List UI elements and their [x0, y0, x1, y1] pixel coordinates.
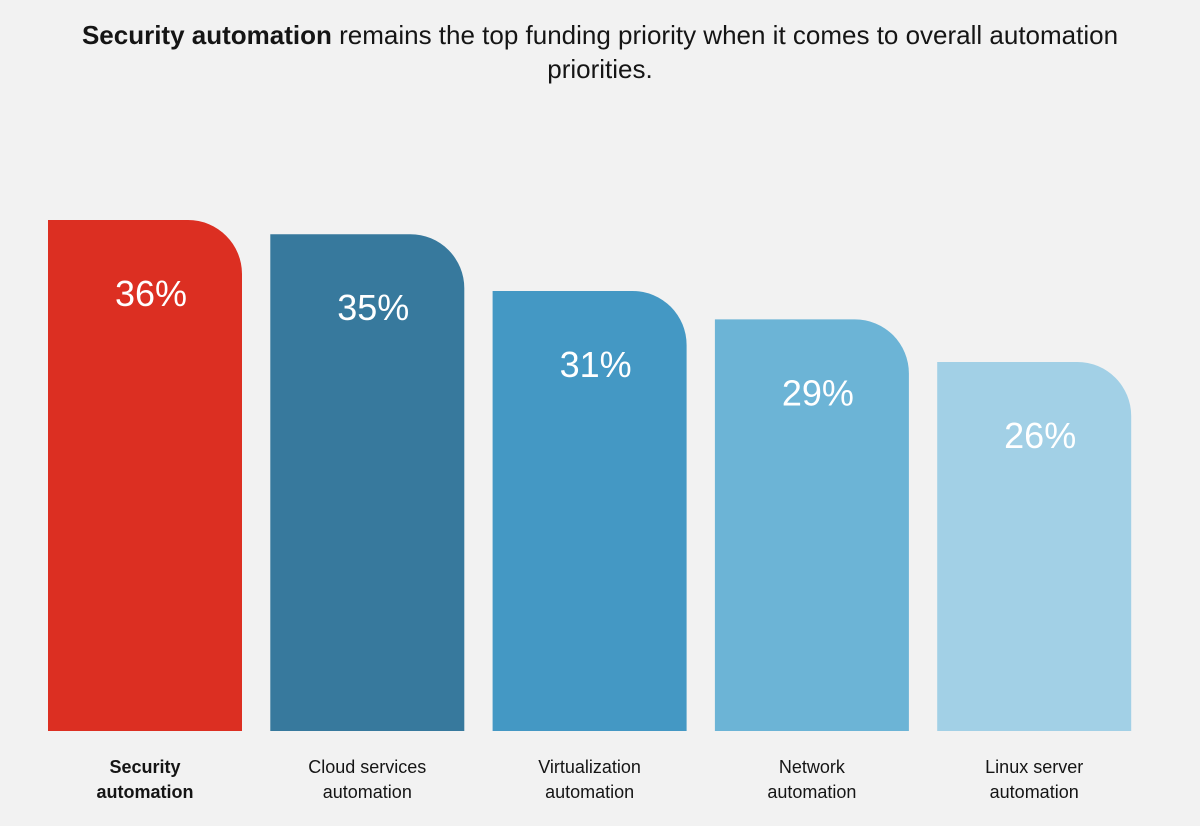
- category-label: automation: [990, 782, 1079, 802]
- chart-title-emphasis: Security automation: [81, 20, 332, 50]
- bar-5: [937, 361, 1132, 731]
- category-label: Security: [109, 757, 180, 777]
- category-label: Network: [779, 757, 846, 777]
- bar-2: [270, 234, 465, 731]
- bar-value-label: 31%: [560, 344, 632, 385]
- bar-value-label: 36%: [115, 273, 187, 314]
- bar-1: [48, 220, 242, 731]
- category-label: Linux server: [985, 757, 1083, 777]
- bar-value-label: 26%: [1004, 415, 1076, 456]
- category-label: Cloud services: [308, 757, 426, 777]
- category-label: Virtualization: [538, 757, 641, 777]
- category-label: automation: [323, 782, 412, 802]
- category-label: automation: [97, 782, 194, 802]
- bar-3: [492, 290, 687, 731]
- bar-value-label: 29%: [782, 372, 854, 413]
- category-label: automation: [545, 782, 634, 802]
- bar-4: [714, 319, 909, 731]
- category-label: automation: [767, 782, 856, 802]
- bar-value-label: 35%: [337, 287, 409, 328]
- chart-title: Security automation remains the top fund…: [60, 18, 1140, 86]
- chart-title-rest: remains the top funding priority when it…: [331, 20, 1119, 84]
